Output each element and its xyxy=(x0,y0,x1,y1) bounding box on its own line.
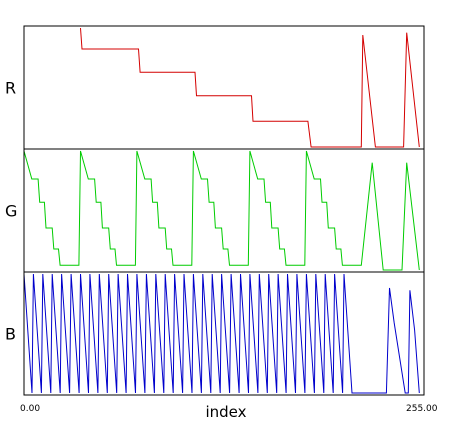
panel-frame-g xyxy=(23,148,425,273)
x-tick-label-end: 255.00 xyxy=(406,404,438,414)
x-axis-title: index xyxy=(205,403,246,421)
series-line-b xyxy=(23,273,420,394)
panel-label-b: B xyxy=(5,325,16,344)
channel-panels: R G B xyxy=(5,25,425,396)
series-line-r xyxy=(80,27,420,148)
panel-label-g: G xyxy=(5,202,17,221)
x-tick-label-start: 0.00 xyxy=(20,404,40,414)
panel-g: G xyxy=(5,148,425,273)
panel-b: B xyxy=(5,271,425,396)
panel-r: R xyxy=(5,25,425,150)
panel-frame-b xyxy=(23,271,425,396)
series-line-g xyxy=(23,150,420,271)
panel-label-r: R xyxy=(5,79,16,98)
